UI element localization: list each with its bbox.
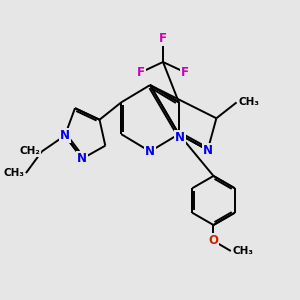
Text: O: O [208,234,218,248]
Text: CH₂: CH₂ [20,146,40,156]
Text: CH₃: CH₃ [4,168,25,178]
Text: N: N [77,152,87,165]
Text: N: N [60,129,70,142]
Text: F: F [137,66,146,79]
Text: N: N [145,145,155,158]
Text: N: N [175,131,185,144]
Text: F: F [159,32,167,45]
Text: N: N [203,143,213,157]
Text: F: F [181,66,189,79]
Text: CH₃: CH₃ [238,98,259,107]
Text: CH₃: CH₃ [232,246,253,256]
